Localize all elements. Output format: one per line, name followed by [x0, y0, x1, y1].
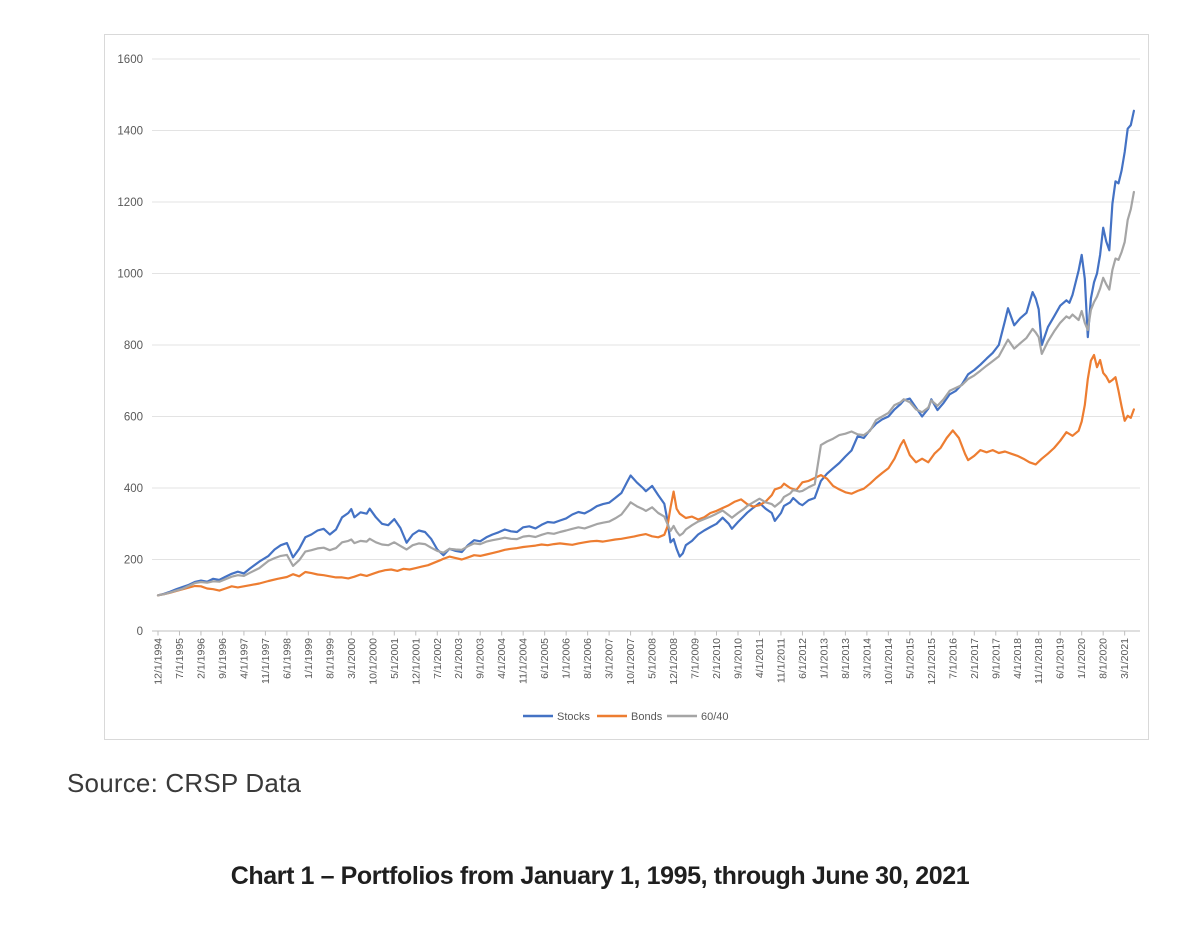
x-axis-tick-label: 8/1/2013	[840, 638, 852, 679]
x-axis-tick-label: 2/1/2017	[969, 638, 981, 679]
x-axis-tick-label: 12/1/1994	[153, 638, 165, 685]
x-axis-tick-label: 1/1/2013	[818, 638, 830, 679]
x-axis-tick-label: 3/1/2014	[861, 638, 873, 679]
y-axis-tick-label: 1000	[117, 269, 143, 281]
y-axis-tick-label: 200	[124, 555, 143, 567]
x-axis-tick-label: 11/1/2004	[518, 638, 530, 684]
x-axis-tick-label: 11/1/1997	[260, 638, 272, 684]
y-axis-tick-label: 0	[137, 626, 143, 638]
x-axis-tick-label: 12/1/2015	[926, 638, 938, 685]
x-axis-tick-label: 1/1/2006	[561, 638, 573, 679]
x-axis-tick-label: 5/1/2008	[647, 638, 659, 679]
x-axis-tick-label: 4/1/2004	[496, 638, 508, 679]
y-axis-tick-label: 1600	[117, 54, 143, 66]
x-axis-tick-label: 8/1/2006	[582, 638, 594, 679]
x-axis-tick-label: 9/1/2003	[475, 638, 487, 679]
series-line-stocks	[156, 109, 1136, 597]
x-axis-tick-label: 2/1/2003	[453, 638, 465, 679]
x-axis-tick-label: 7/1/2002	[432, 638, 444, 679]
x-axis-tick-label: 9/1/2017	[990, 638, 1002, 679]
x-axis-tick-label: 8/1/1999	[324, 638, 336, 679]
line-chart: 0 200 400 600 800 1000 1200 1400 1600 12/1/1994 7/…	[117, 54, 1140, 723]
x-axis-tick-label: 6/1/2005	[539, 638, 551, 679]
series-line-60-40	[156, 190, 1136, 597]
y-axis-tick-label: 800	[124, 340, 143, 352]
x-axis-tick-label: 4/1/2018	[1012, 638, 1024, 679]
series-line-bonds	[156, 353, 1136, 597]
x-axis-tick-label: 11/1/2018	[1033, 638, 1045, 684]
x-axis-tick-label: 9/1/1996	[217, 638, 229, 679]
x-axis-tick-label: 8/1/2020	[1098, 638, 1110, 679]
x-axis-tick-label: 3/1/2000	[346, 638, 358, 679]
x-axis-tick-label: 12/1/2001	[410, 638, 422, 685]
x-axis-tick-label: 7/1/2009	[690, 638, 702, 679]
x-axis-tick-label: 12/1/2008	[668, 638, 680, 685]
x-axis-tick-label: 6/1/2012	[797, 638, 809, 679]
x-axis-tick-label: 10/1/2007	[625, 638, 637, 685]
chart-caption: Chart 1 – Portfolios from January 1, 199…	[230, 862, 970, 890]
x-axis-tick-label: 5/1/2015	[904, 638, 916, 679]
legend-label-stocks: Stocks	[557, 711, 591, 723]
x-axis-tick-label: 7/1/1995	[174, 638, 186, 679]
y-axis-tick-label: 1400	[117, 126, 143, 138]
x-axis-tick-label: 2/1/1996	[195, 638, 207, 679]
x-axis-tick-label: 7/1/2016	[947, 638, 959, 679]
x-axis-tick-label: 10/1/2014	[883, 638, 895, 685]
x-axis-tick-label: 3/1/2007	[604, 638, 616, 679]
x-axis-tick-label: 6/1/1998	[281, 638, 293, 679]
chart-panel: 0 200 400 600 800 1000 1200 1400 1600 12/1/1994 7/…	[104, 34, 1149, 740]
x-axis-tick-label: 11/1/2011	[775, 638, 787, 683]
legend-label-bonds: Bonds	[631, 711, 663, 723]
x-axis-tick-label: 2/1/2010	[711, 638, 723, 679]
y-axis-tick-label: 400	[124, 483, 143, 495]
x-axis-tick-label: 4/1/2011	[754, 638, 766, 678]
source-note: Source: CRSP Data	[67, 768, 302, 798]
x-axis-tick-label: 3/1/2021	[1119, 638, 1131, 679]
x-axis-tick-label: 1/1/2020	[1076, 638, 1088, 679]
y-axis-tick-label: 1200	[117, 197, 143, 209]
x-axis-tick-label: 1/1/1999	[303, 638, 315, 679]
x-axis-tick-label: 6/1/2019	[1055, 638, 1067, 679]
x-axis-tick-label: 10/1/2000	[367, 638, 379, 685]
x-axis-tick-label: 9/1/2010	[732, 638, 744, 679]
legend-label-60-40: 60/40	[701, 711, 729, 723]
x-axis-tick-label: 5/1/2001	[389, 638, 401, 679]
y-axis-tick-label: 600	[124, 412, 143, 424]
x-axis-tick-label: 4/1/1997	[238, 638, 250, 679]
